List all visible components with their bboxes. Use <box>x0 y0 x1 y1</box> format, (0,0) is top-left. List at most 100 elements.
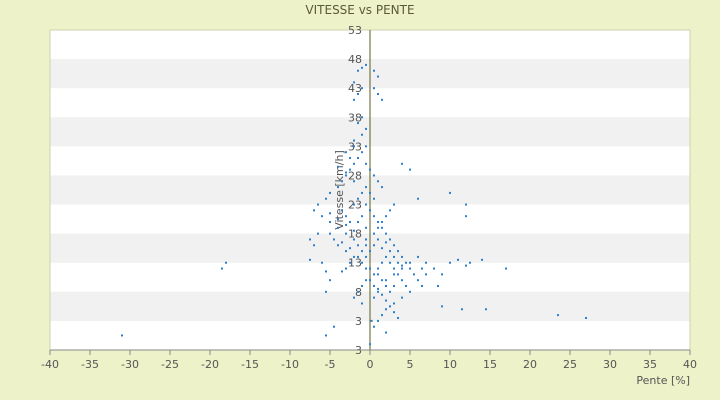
data-point <box>505 267 507 270</box>
data-point <box>333 238 335 241</box>
data-point <box>365 203 367 206</box>
x-tick-label: -25 <box>161 358 179 371</box>
data-point <box>385 241 387 244</box>
data-point <box>393 311 395 314</box>
data-point <box>381 293 383 296</box>
data-point <box>365 186 367 189</box>
data-point <box>357 122 359 125</box>
data-point <box>357 290 359 293</box>
data-point <box>369 279 371 282</box>
x-tick-label: 25 <box>563 358 577 371</box>
data-point <box>397 261 399 264</box>
data-point <box>349 157 351 159</box>
data-point <box>437 285 439 287</box>
data-point <box>325 270 327 273</box>
data-point <box>317 203 319 206</box>
data-point <box>121 334 123 337</box>
data-point <box>393 203 395 206</box>
data-point <box>381 247 383 250</box>
data-point <box>485 308 487 311</box>
x-tick-label: -10 <box>281 358 299 371</box>
data-point <box>377 287 379 290</box>
data-point <box>409 261 411 264</box>
data-point <box>361 250 363 253</box>
data-point <box>337 186 339 189</box>
y-axis-ticks: 534843383328231813833 <box>348 24 362 357</box>
data-point <box>221 267 223 270</box>
data-point <box>401 267 403 270</box>
y-tick-label: 48 <box>348 53 362 66</box>
y-tick-label: 28 <box>348 169 362 182</box>
data-point <box>341 241 343 244</box>
data-point <box>373 215 375 218</box>
data-point <box>345 151 347 154</box>
data-point <box>389 305 391 308</box>
x-tick-label: 35 <box>643 358 657 371</box>
data-point <box>329 212 331 215</box>
data-point <box>401 296 403 299</box>
data-point <box>345 267 347 270</box>
data-point <box>361 151 363 154</box>
data-point <box>373 174 375 177</box>
data-point <box>377 273 379 276</box>
data-point <box>337 226 339 229</box>
data-point <box>349 247 351 250</box>
data-point <box>465 215 467 218</box>
data-point <box>385 308 387 311</box>
data-point <box>321 215 323 218</box>
data-point <box>393 273 395 276</box>
data-point <box>329 232 331 235</box>
data-point <box>469 261 471 264</box>
data-point <box>381 221 383 223</box>
data-point <box>373 232 375 235</box>
data-point <box>385 232 387 235</box>
data-point <box>449 261 451 264</box>
data-point <box>353 81 355 84</box>
data-point <box>329 191 331 194</box>
data-point <box>397 317 399 319</box>
data-point <box>377 75 379 78</box>
data-point <box>417 255 419 258</box>
data-point <box>325 334 327 337</box>
data-point <box>449 191 451 194</box>
data-point <box>377 319 379 322</box>
data-point <box>373 325 375 328</box>
data-point <box>385 255 387 258</box>
data-point <box>333 325 335 328</box>
x-tick-label: -15 <box>241 358 259 371</box>
data-point <box>465 264 467 267</box>
data-point <box>309 238 311 241</box>
x-axis-label: Pente [%] <box>636 374 690 387</box>
data-point <box>461 308 463 311</box>
data-point <box>373 87 375 90</box>
data-point <box>385 285 387 287</box>
data-point <box>329 221 331 223</box>
data-point <box>365 267 367 270</box>
data-point <box>373 197 375 200</box>
data-point <box>417 279 419 282</box>
y-tick-label: 13 <box>348 257 362 270</box>
data-point <box>365 162 367 165</box>
data-point <box>381 98 383 101</box>
data-point <box>377 267 379 270</box>
data-point <box>413 273 415 276</box>
data-point <box>317 232 319 235</box>
data-point <box>370 319 373 322</box>
x-tick-label: 0 <box>367 358 374 371</box>
data-point <box>353 296 355 299</box>
data-point <box>425 261 427 264</box>
data-point <box>465 203 467 206</box>
data-point <box>361 116 363 119</box>
data-point <box>557 314 559 317</box>
y-tick-label: 18 <box>348 228 362 241</box>
data-point <box>345 215 347 218</box>
data-point <box>369 267 371 270</box>
data-point <box>405 285 407 287</box>
data-point <box>357 157 359 159</box>
data-point <box>377 226 379 229</box>
data-point <box>401 255 403 258</box>
data-point <box>389 238 391 241</box>
data-point <box>385 299 387 302</box>
data-point <box>353 203 355 206</box>
